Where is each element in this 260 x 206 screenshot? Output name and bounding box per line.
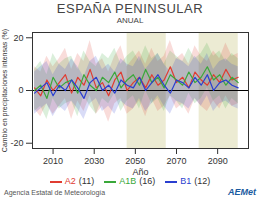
- html-text:ANUAL: ANUAL: [116, 16, 144, 25]
- svg-text:-20: -20: [10, 138, 23, 148]
- svg-text:2090: 2090: [208, 156, 228, 166]
- html-text:Agencia Estatal de Meteorologí: Agencia Estatal de Meteorología: [4, 189, 106, 196]
- html-text:A1B (16): A1B (16): [119, 176, 156, 186]
- svg-text:Cambio en precipitaciones inte: Cambio en precipitaciones intensas (%): [1, 29, 9, 152]
- html-text:B1 (12): B1 (12): [180, 176, 211, 186]
- svg-text:0: 0: [18, 85, 23, 95]
- svg-text:2030: 2030: [84, 156, 104, 166]
- html-text:ESPAÑA PENINSULAR: ESPAÑA PENINSULAR: [56, 1, 204, 16]
- html-text:AEMet: AEMet: [228, 187, 256, 197]
- svg-text:2070: 2070: [166, 156, 186, 166]
- svg-text:20: 20: [13, 33, 23, 43]
- svg-text:2010: 2010: [43, 156, 63, 166]
- svg-text:Año: Año: [132, 167, 148, 177]
- svg-text:2050: 2050: [125, 156, 145, 166]
- html-text:A2 (11): A2 (11): [64, 176, 95, 186]
